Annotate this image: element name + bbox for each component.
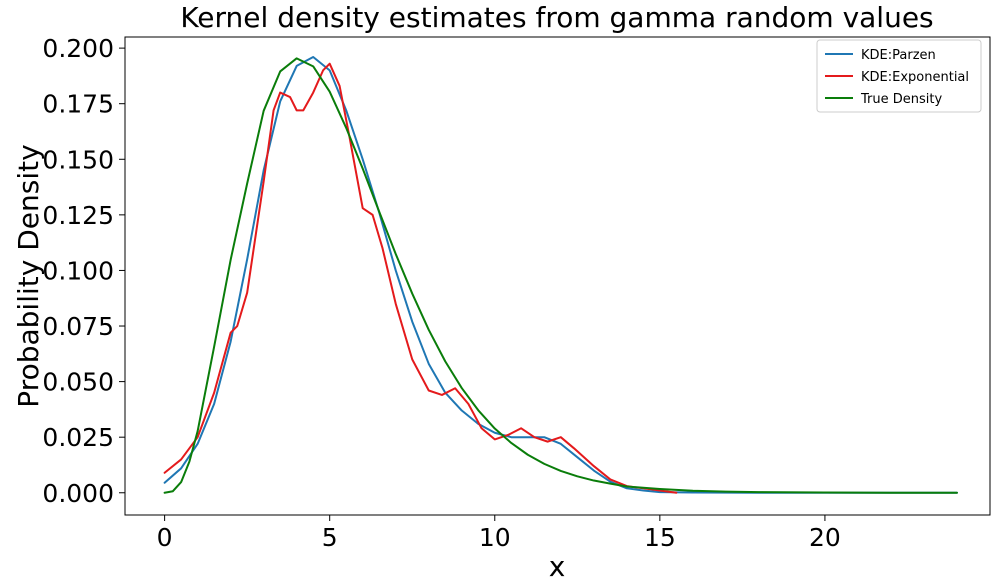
legend-label: KDE:Exponential	[861, 70, 969, 85]
x-tick-label: 15	[644, 523, 676, 552]
y-tick-label: 0.025	[42, 423, 114, 452]
x-axis-title: x	[549, 550, 566, 583]
x-tick-label: 10	[479, 523, 511, 552]
ticks-layer: 0 5 10 15 20 0.000 0.025 0.050 0.075 0.100 0.125 0.…	[42, 34, 840, 552]
y-tick-label: 0.075	[42, 312, 114, 341]
series-line-kde-parzen	[163, 56, 958, 494]
y-tick-label: 0.175	[42, 90, 114, 119]
series-line-true-density	[163, 57, 958, 494]
legend: KDE:Parzen KDE:Exponential True Density	[816, 39, 982, 113]
x-tick-label: 20	[809, 523, 841, 552]
x-tick-label: 5	[322, 523, 338, 552]
y-tick-label: 0.200	[42, 34, 114, 63]
y-tick-label: 0.125	[42, 201, 114, 230]
plot-frame	[124, 36, 991, 516]
series-layer	[163, 56, 958, 494]
y-axis-title: Probability Density	[12, 144, 45, 407]
chart-title: Kernel density estimates from gamma rand…	[180, 1, 933, 34]
y-tick-label: 0.050	[42, 368, 114, 397]
y-tick-label: 0.150	[42, 145, 114, 174]
y-tick-label: 0.100	[42, 256, 114, 285]
series-line-kde-exponential	[163, 62, 678, 494]
legend-box	[816, 39, 982, 113]
legend-label: KDE:Parzen	[861, 48, 936, 63]
x-tick-label: 0	[157, 523, 173, 552]
y-tick-label: 0.000	[42, 479, 114, 508]
legend-label: True Density	[860, 92, 942, 107]
